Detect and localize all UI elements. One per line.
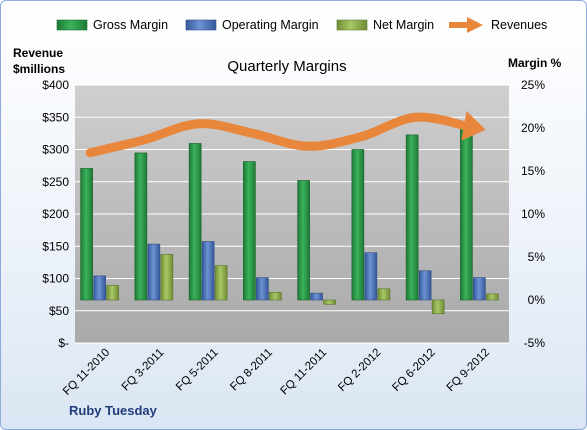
legend-swatch-revenues xyxy=(449,17,483,33)
bar-gross-margin xyxy=(460,127,473,301)
x-tick-label: FQ 11-2011 xyxy=(279,347,330,398)
left-tick-label: $150 xyxy=(42,239,69,253)
left-tick-label: $350 xyxy=(42,110,69,124)
right-tick-label: 15% xyxy=(521,164,545,178)
bar-operating-margin xyxy=(147,243,161,301)
left-tick-label: $400 xyxy=(42,78,69,92)
bar-gross-margin xyxy=(243,161,256,301)
bar-series xyxy=(80,127,499,315)
left-tick-label: $300 xyxy=(42,143,69,157)
legend-swatch-gross-margin xyxy=(56,19,88,31)
left-tick-label: $200 xyxy=(42,207,69,221)
legend-label-revenues: Revenues xyxy=(491,18,547,32)
right-tick-label: 10% xyxy=(521,207,545,221)
left-tick-label: $250 xyxy=(42,175,69,189)
right-axis-label: Margin % xyxy=(508,56,562,70)
x-tick-label: FQ 11-2010 xyxy=(61,347,112,398)
right-tick-label: -5% xyxy=(524,336,546,350)
left-axis-label-line1: Revenue xyxy=(13,46,63,60)
x-tick-label: FQ 2-2012 xyxy=(336,347,383,394)
bar-operating-margin xyxy=(93,275,106,301)
x-tick-label: FQ 3-2011 xyxy=(120,347,167,394)
bar-net-margin xyxy=(269,291,282,301)
bar-operating-margin xyxy=(201,241,215,301)
left-axis-label-line2: $millions xyxy=(13,62,65,76)
bar-net-margin xyxy=(323,299,336,305)
legend-swatch-net-margin xyxy=(336,19,368,31)
bar-gross-margin xyxy=(80,168,93,301)
bar-gross-margin xyxy=(405,134,419,301)
bar-gross-margin xyxy=(134,152,148,301)
x-tick-label: FQ 9-2012 xyxy=(445,347,492,394)
bar-operating-margin xyxy=(418,270,432,301)
footer-company-name: Ruby Tuesday xyxy=(69,403,158,418)
legend-label-operating-margin: Operating Margin xyxy=(222,18,319,32)
bar-net-margin xyxy=(160,254,174,301)
right-tick-label: 25% xyxy=(521,78,545,92)
left-axis-ticks: $- $50 $100 $150 $200 $250 $300 $350 $400 xyxy=(42,78,69,350)
right-tick-label: 0% xyxy=(528,293,546,307)
bar-gross-margin xyxy=(297,180,310,301)
legend: Gross Margin Operating Margin Net Margin… xyxy=(56,17,547,33)
bar-gross-margin xyxy=(351,149,365,301)
x-axis-ticks: FQ 11-2010 FQ 3-2011 FQ 5-2011 FQ 8-2011 FQ … xyxy=(61,347,492,398)
bar-operating-margin xyxy=(473,277,486,301)
legend-label-gross-margin: Gross Margin xyxy=(93,18,168,32)
bar-net-margin xyxy=(431,299,445,315)
revenue-line-series xyxy=(85,111,486,158)
x-tick-label: FQ 5-2011 xyxy=(174,347,221,394)
legend-swatch-operating-margin xyxy=(185,19,217,31)
bar-operating-margin xyxy=(256,277,269,301)
bar-net-margin xyxy=(486,293,499,301)
right-tick-label: 5% xyxy=(528,250,546,264)
legend-label-net-margin: Net Margin xyxy=(373,18,434,32)
revenue-line-arrowhead xyxy=(461,111,486,141)
bar-operating-margin xyxy=(364,252,378,301)
bar-operating-margin xyxy=(310,292,323,301)
x-tick-label: FQ 6-2012 xyxy=(390,347,437,394)
revenue-line xyxy=(85,112,475,158)
right-tick-label: 20% xyxy=(521,121,545,135)
bar-net-margin xyxy=(214,265,228,301)
x-tick-label: FQ 8-2011 xyxy=(228,347,275,394)
bar-gross-margin xyxy=(188,143,202,301)
left-tick-label: $- xyxy=(58,336,69,350)
bar-net-margin xyxy=(377,288,391,301)
right-axis-ticks: -5% 0% 5% 10% 15% 20% 25% xyxy=(521,78,545,350)
chart-title: Quarterly Margins xyxy=(227,58,346,75)
bar-net-margin xyxy=(106,285,119,301)
left-tick-label: $100 xyxy=(42,272,69,286)
left-tick-label: $50 xyxy=(49,304,69,318)
gridlines xyxy=(75,84,509,344)
